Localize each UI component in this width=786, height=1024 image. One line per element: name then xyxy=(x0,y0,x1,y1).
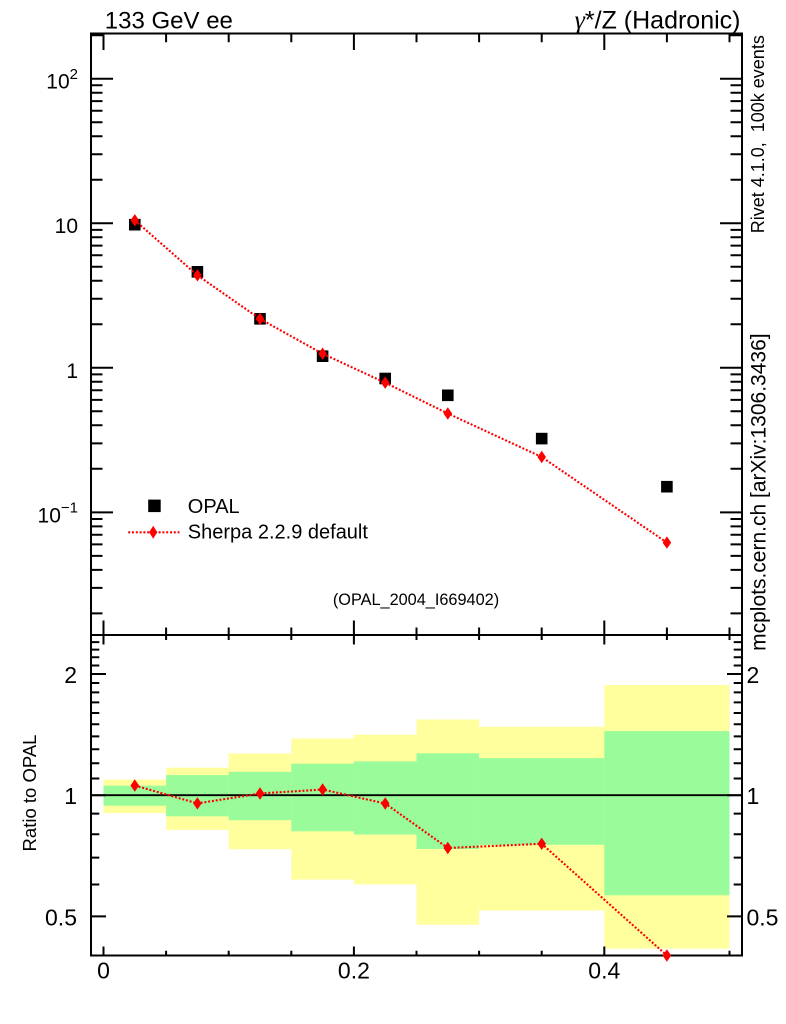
svg-text:0.5: 0.5 xyxy=(45,904,77,930)
svg-text:10−1: 10−1 xyxy=(38,500,78,528)
svg-text:Rivet 4.1.0, 100k events: Rivet 4.1.0, 100k events xyxy=(748,35,768,233)
svg-text:2: 2 xyxy=(747,662,760,688)
svg-text:2: 2 xyxy=(64,662,77,688)
svg-text:Sherpa 2.2.9 default: Sherpa 2.2.9 default xyxy=(188,522,369,544)
svg-text:10: 10 xyxy=(55,215,78,238)
svg-text:OPAL: OPAL xyxy=(188,496,240,518)
svg-text:(OPAL_2004_I669402): (OPAL_2004_I669402) xyxy=(333,591,499,609)
svg-text:Ratio to OPAL: Ratio to OPAL xyxy=(19,735,40,852)
svg-text:1: 1 xyxy=(66,360,78,383)
svg-text:γ*/Z (Hadronic): γ*/Z (Hadronic) xyxy=(575,6,741,35)
svg-text:0.2: 0.2 xyxy=(338,958,370,984)
svg-text:133 GeV ee: 133 GeV ee xyxy=(105,8,233,35)
svg-text:1: 1 xyxy=(64,783,77,809)
svg-text:0.4: 0.4 xyxy=(588,958,620,984)
svg-text:1: 1 xyxy=(747,783,760,809)
svg-text:0: 0 xyxy=(97,958,110,984)
svg-text:mcplots.cern.ch [arXiv:1306.34: mcplots.cern.ch [arXiv:1306.3436] xyxy=(748,333,771,651)
svg-text:0.5: 0.5 xyxy=(747,904,779,930)
